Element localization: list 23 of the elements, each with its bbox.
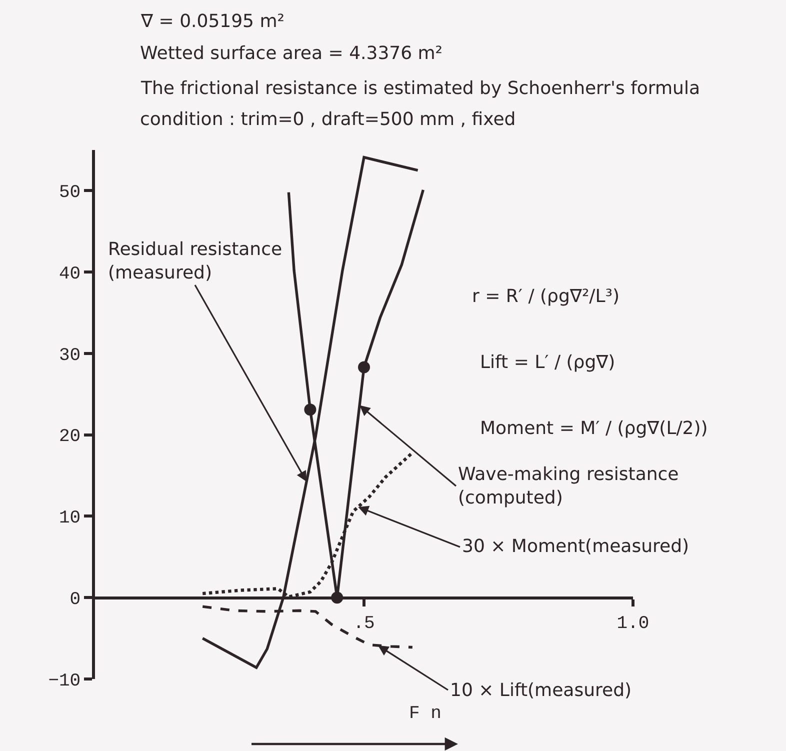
y-tick-label: −10 <box>48 671 81 692</box>
point <box>304 404 316 416</box>
text: condition : trim=0 , draft=500 mm , fixed <box>140 109 516 130</box>
annotation: Lift = L′ / (ρg∇) <box>480 352 616 373</box>
x-tick-label: 1.0 <box>616 614 650 634</box>
text: 10 × Lift(measured) <box>450 680 632 701</box>
y-tick-label: 30 <box>58 346 81 366</box>
annotation: Moment = M′ / (ρg∇(L/2)) <box>480 418 708 439</box>
text: 30 × Moment(measured) <box>462 536 690 557</box>
text: The frictional resistance is estimated by Schoenherr's formula <box>140 78 700 99</box>
x-tick-label: .5 <box>353 614 375 634</box>
point <box>358 361 370 374</box>
y-tick-label: 50 <box>58 182 81 203</box>
text: Wave-making resistance (computed) <box>458 464 679 508</box>
y-tick-label: 40 <box>58 264 81 284</box>
text: Wetted surface area = 4.3376 m² <box>140 43 443 64</box>
y-tick-label: 0 <box>70 590 81 610</box>
x-axis-title: F n <box>409 704 442 724</box>
annotation: r = R′ / (ρg∇²/L³) <box>472 286 620 307</box>
y-tick-label: 20 <box>58 427 81 448</box>
text: Residual resistance (measured) <box>108 239 282 284</box>
text: ∇ = 0.05195 m² <box>140 11 284 32</box>
y-tick-label: 10 <box>58 508 81 529</box>
